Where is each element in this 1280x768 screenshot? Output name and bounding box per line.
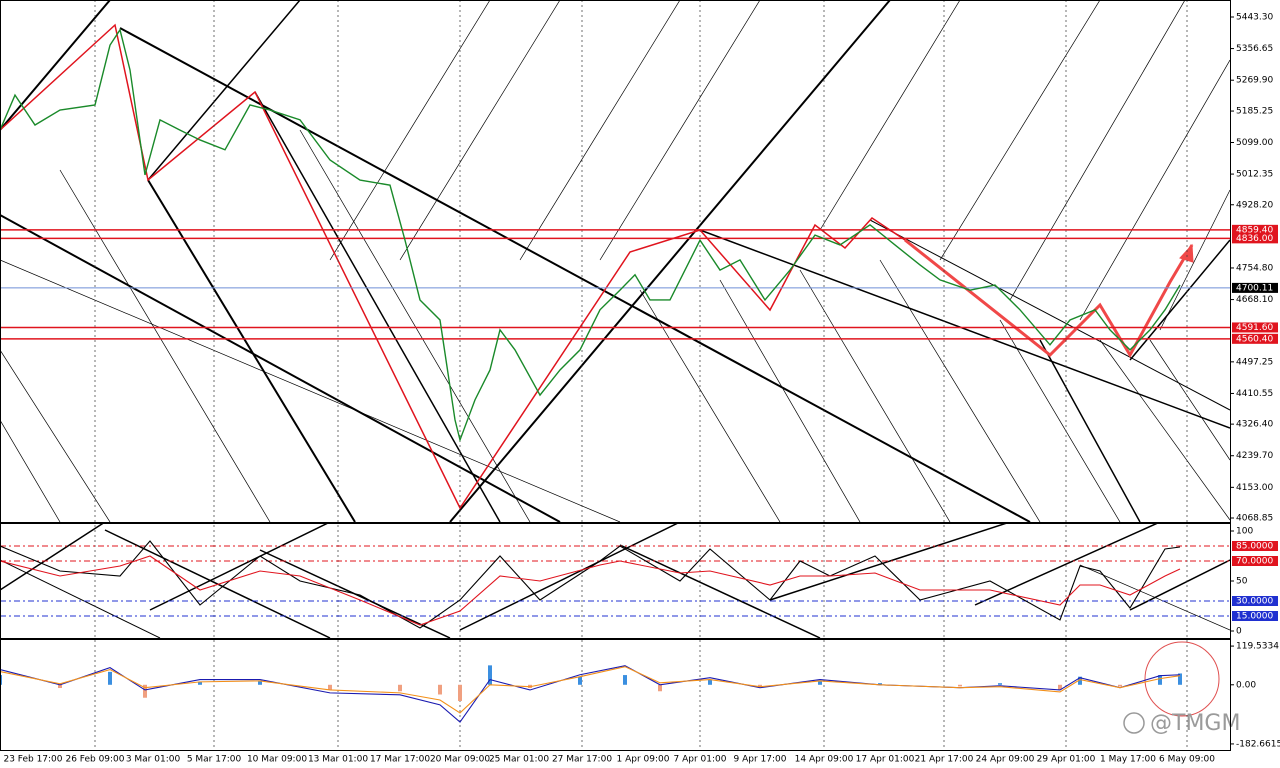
histogram-bar — [958, 684, 962, 687]
histogram-bar — [578, 676, 582, 685]
x-tick-label: 6 May 09:00 — [1159, 755, 1215, 765]
x-tick-label: 25 Mar 01:00 — [489, 755, 549, 765]
y-tick-label: 4928.20 — [1236, 200, 1273, 210]
histogram-bar — [458, 684, 462, 701]
x-tick-label: 7 Apr 01:00 — [674, 755, 727, 765]
level-label: 70.0000 — [1236, 557, 1273, 567]
x-tick-label: 24 Apr 09:00 — [976, 755, 1035, 765]
y-tick-label: 4326.40 — [1236, 420, 1273, 430]
y-tick-label: 5443.30 — [1236, 12, 1273, 22]
x-tick-label: 10 Mar 09:00 — [247, 755, 307, 765]
y-tick-label: 4239.70 — [1236, 451, 1273, 461]
x-tick-label: 1 May 17:00 — [1100, 755, 1156, 765]
frame — [0, 0, 1231, 751]
histogram-bar — [1158, 675, 1162, 685]
histogram-bar — [438, 684, 442, 695]
level-label: 4591.60 — [1236, 323, 1273, 333]
histogram-bar — [998, 683, 1002, 685]
y-tick-label: 100 — [1236, 527, 1253, 537]
level-label-box — [1232, 282, 1278, 293]
histogram-bar — [1178, 673, 1182, 685]
y-tick-label: 4497.25 — [1236, 357, 1273, 367]
level-label-box — [1232, 333, 1278, 344]
series-line — [0, 665, 1181, 723]
x-tick-label: 17 Apr 01:00 — [856, 755, 915, 765]
x-tick-label: 1 Apr 09:00 — [617, 755, 670, 765]
level-label: 85.0000 — [1236, 542, 1273, 552]
level-label: 4700.11 — [1236, 283, 1273, 293]
y-tick-label: 5269.90 — [1236, 76, 1273, 86]
y-tick-label: 5012.35 — [1236, 170, 1273, 180]
trend-lines — [0, 0, 1230, 522]
x-tick-label: 21 Apr 17:00 — [915, 755, 974, 765]
x-tick-label: 26 Feb 09:00 — [65, 755, 124, 765]
histogram-bar — [328, 684, 332, 690]
x-tick-label: 13 Mar 01:00 — [308, 755, 368, 765]
level-label-box — [1232, 233, 1278, 244]
histogram-bar — [658, 684, 662, 692]
x-tick-label: 14 Apr 09:00 — [795, 755, 854, 765]
histogram-bar — [708, 679, 712, 685]
watermark-logo — [1123, 712, 1145, 734]
highlight-circle — [1144, 641, 1220, 717]
series-line — [0, 555, 1181, 626]
y-tick-label: 4068.85 — [1236, 514, 1273, 524]
x-tick-label: 9 Apr 17:00 — [734, 755, 787, 765]
y-tick-label: 4153.00 — [1236, 483, 1273, 493]
y-tick-label: 50 — [1236, 577, 1248, 587]
level-label: 30.0000 — [1236, 597, 1273, 607]
y-tick-label: 4668.10 — [1236, 295, 1273, 305]
level-label-box — [1232, 224, 1278, 235]
y-tick-label: 0.00 — [1236, 680, 1256, 690]
x-tick-label: 23 Feb 17:00 — [3, 755, 62, 765]
histogram-bar — [108, 671, 112, 685]
histogram-bar — [258, 681, 262, 685]
y-tick-label: 5099.00 — [1236, 138, 1273, 148]
level-label-box — [1232, 541, 1278, 551]
x-tick-label: 20 Mar 09:00 — [430, 755, 490, 765]
level-label: 4560.40 — [1236, 334, 1273, 344]
x-tick-label: 27 Mar 17:00 — [552, 755, 612, 765]
y-tick-label: 0 — [1236, 627, 1242, 637]
y-tick-label: 119.5334 — [1236, 642, 1279, 652]
histogram-bar — [143, 684, 147, 698]
level-label: 4836.00 — [1236, 234, 1273, 244]
x-tick-label: 29 Apr 01:00 — [1037, 755, 1096, 765]
level-label-box — [1232, 556, 1278, 566]
watermark: @TMGM — [1150, 711, 1240, 736]
histogram-bar — [398, 684, 402, 692]
series-line — [0, 28, 1181, 443]
histogram-bar — [818, 681, 822, 685]
series-line — [0, 540, 1181, 629]
histogram-bar — [58, 684, 62, 689]
x-tick-label: 3 Mar 01:00 — [126, 755, 181, 765]
histogram-bar — [758, 684, 762, 687]
x-tick-label: 17 Mar 17:00 — [370, 755, 430, 765]
y-tick-label: 4410.55 — [1236, 389, 1273, 399]
y-tick-label: 4754.80 — [1236, 263, 1273, 273]
level-label-box — [1232, 322, 1278, 333]
histogram-bar — [623, 675, 627, 685]
histogram-bar — [1078, 676, 1082, 685]
x-tick-label: 5 Mar 17:00 — [187, 755, 242, 765]
series-line — [0, 666, 1181, 714]
level-label-box — [1232, 611, 1278, 621]
level-label-box — [1232, 596, 1278, 606]
histogram-bar — [198, 681, 202, 685]
histogram-bar — [1058, 684, 1062, 690]
y-tick-label: 5185.25 — [1236, 107, 1273, 117]
level-label: 4859.40 — [1236, 225, 1273, 235]
level-label: 15.0000 — [1236, 612, 1273, 622]
y-tick-label: -182.6615 — [1236, 739, 1280, 749]
y-tick-label: 5356.65 — [1236, 44, 1273, 54]
histogram-bar — [488, 665, 492, 685]
histogram-bar — [1118, 684, 1122, 687]
histogram-bar — [878, 683, 882, 685]
